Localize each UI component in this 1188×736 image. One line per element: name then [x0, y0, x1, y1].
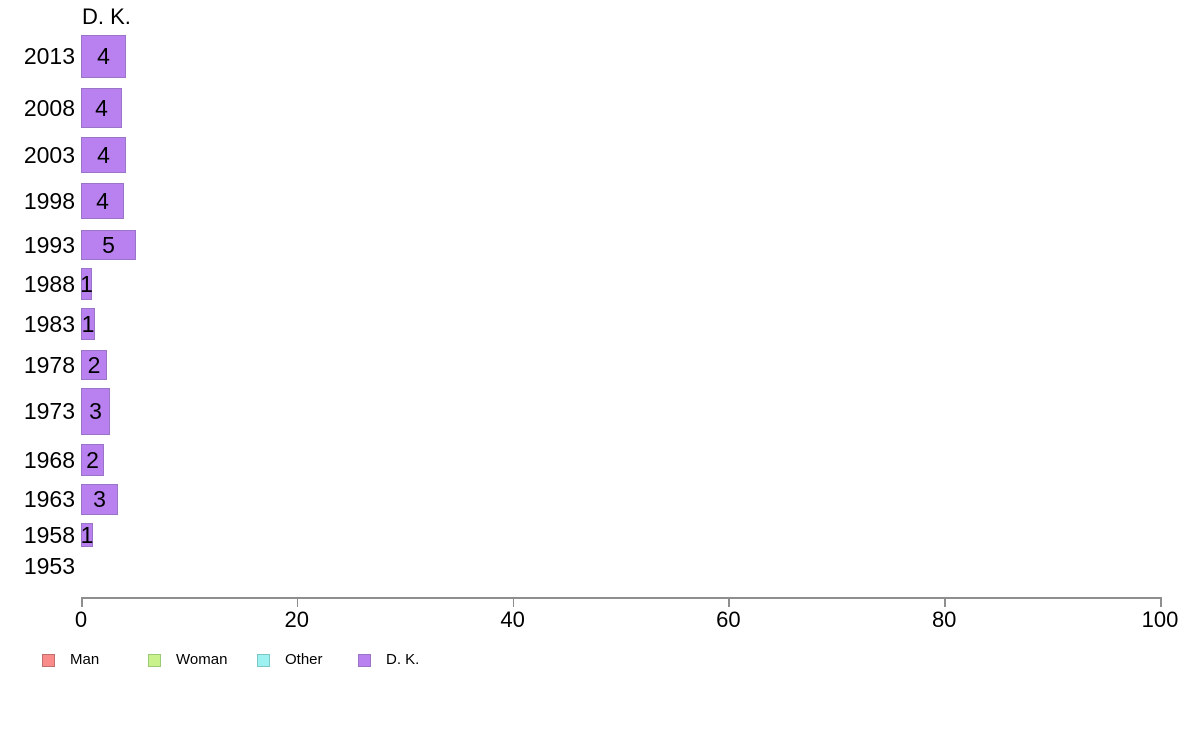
year-label: 1973 [23, 398, 75, 424]
bar [81, 388, 110, 435]
bar [81, 308, 95, 340]
table-row: 1978 2 [0, 350, 1188, 380]
bar-value-label: 4 [95, 95, 108, 121]
legend-item: Other [257, 652, 323, 668]
x-tick [81, 597, 83, 607]
x-axis-line [81, 597, 1160, 599]
year-label: 2003 [23, 142, 75, 168]
panel-title: D. K. [82, 4, 131, 29]
year-label: 1968 [23, 447, 75, 473]
year-label: 1983 [23, 311, 75, 337]
bar-value-label: 2 [87, 352, 101, 378]
table-row: 1973 3 [0, 388, 1188, 435]
bar-value-label: 4 [96, 188, 109, 214]
bar-value-label: 4 [97, 142, 110, 168]
table-row: 2003 4 [0, 137, 1188, 173]
legend-item: Man [42, 652, 99, 668]
legend-item: Woman [148, 652, 227, 668]
bar-value-label: 1 [80, 522, 94, 548]
table-row: 1988 1 [0, 268, 1188, 300]
bar [81, 484, 118, 515]
bar-value-label: 1 [81, 311, 95, 337]
legend-swatch [42, 653, 55, 667]
table-row: 1958 1 [0, 523, 1188, 547]
year-label: 1963 [23, 486, 75, 512]
x-tick-label: 100 [1141, 607, 1179, 632]
x-tick [296, 597, 299, 607]
bar [81, 350, 107, 380]
table-row: 2013 4 [0, 35, 1188, 78]
bar-value-label: 1 [80, 271, 93, 297]
bar-value-label: 5 [102, 232, 115, 258]
bar [81, 523, 93, 547]
x-tick-label: 0 [74, 607, 88, 632]
x-tick-label: 80 [931, 607, 957, 632]
table-row: 2008 4 [0, 88, 1188, 128]
bar [81, 230, 136, 260]
x-tick-label: 20 [284, 607, 310, 632]
legend-swatch [257, 653, 270, 667]
x-tick [728, 597, 730, 607]
legend-label: Woman [176, 651, 228, 668]
legend-label: D. K. [386, 651, 420, 668]
legend-item: D. K. [358, 652, 419, 668]
table-row: 1968 2 [0, 444, 1188, 476]
bar [81, 137, 126, 173]
bar-value-label: 2 [86, 447, 99, 473]
table-row: 1993 5 [0, 230, 1188, 260]
year-label: 2013 [23, 43, 75, 69]
legend-swatch [148, 653, 161, 667]
x-tick-label: 60 [716, 607, 741, 632]
legend-label: Other [285, 651, 323, 668]
bar [81, 268, 92, 300]
x-tick-label: 40 [500, 607, 525, 632]
table-row: 1998 4 [0, 183, 1188, 219]
table-row: 1963 3 [0, 484, 1188, 515]
bar-value-label: 3 [93, 486, 106, 512]
x-tick [944, 597, 946, 607]
year-label: 1978 [23, 352, 75, 378]
bar [81, 88, 122, 128]
year-label: 1993 [23, 232, 75, 258]
bar [81, 444, 104, 476]
year-label: 1958 [23, 522, 75, 548]
table-row: 1983 1 [0, 308, 1188, 340]
x-tick [1160, 597, 1162, 607]
year-label: 1988 [23, 271, 75, 297]
legend-label: Man [70, 651, 100, 668]
year-label: 1953 [23, 553, 75, 579]
bar-value-label: 3 [89, 398, 102, 424]
legend-swatch [358, 653, 371, 667]
x-tick [512, 597, 515, 607]
bar [81, 35, 126, 78]
year-label: 2008 [23, 95, 75, 121]
bar [81, 183, 124, 219]
table-row: 1953 [0, 552, 1188, 580]
year-label: 1998 [23, 188, 75, 214]
bar-value-label: 4 [97, 43, 110, 69]
